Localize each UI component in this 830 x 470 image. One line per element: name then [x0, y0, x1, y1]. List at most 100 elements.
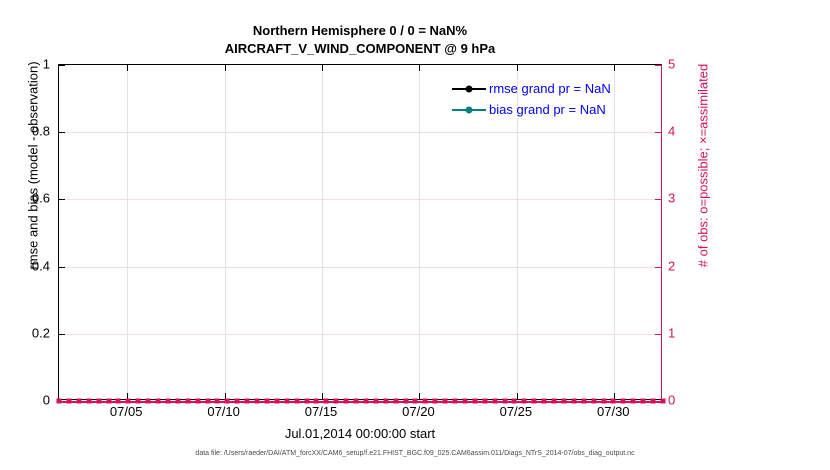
obs-data-marker — [442, 398, 448, 404]
obs-data-marker — [185, 398, 191, 404]
y-axis-right-tick-label: 5 — [668, 56, 676, 72]
obs-data-marker — [274, 398, 280, 404]
y-axis-right-tick — [655, 199, 661, 201]
obs-data-marker — [304, 398, 310, 404]
obs-data-marker — [521, 398, 527, 404]
y-axis-left-tick-label: 0.6 — [31, 190, 50, 206]
obs-data-marker — [254, 398, 260, 404]
x-axis-tick-top — [419, 65, 421, 71]
obs-data-marker — [125, 398, 131, 404]
obs-series-line — [59, 401, 661, 403]
y-axis-left-title: rmse and bias (model - observation) — [25, 61, 41, 270]
horizontal-gridline — [59, 132, 661, 134]
obs-data-marker — [205, 398, 211, 404]
obs-data-marker — [234, 398, 240, 404]
x-axis-tick-top — [322, 65, 324, 71]
y-axis-left-tick-label: 1 — [42, 56, 50, 72]
obs-data-marker — [66, 398, 72, 404]
x-axis-tick-top — [127, 65, 129, 71]
obs-data-marker — [422, 398, 428, 404]
legend-circle-marker-icon — [465, 106, 473, 113]
vertical-gridline — [614, 65, 616, 399]
x-axis-tick-label: 07/10 — [207, 404, 240, 419]
legend-item-label: bias grand pr = NaN — [489, 102, 606, 117]
legend-item-label: rmse grand pr = NaN — [489, 81, 611, 96]
y-axis-right-title: # of obs: o=possible; ×=assimilated — [695, 63, 711, 268]
obs-data-marker — [403, 398, 409, 404]
obs-data-marker — [323, 398, 329, 404]
obs-data-marker — [106, 398, 111, 404]
obs-data-marker — [353, 398, 359, 404]
obs-data-marker — [383, 398, 389, 404]
x-axis-tick-top — [614, 65, 616, 71]
obs-data-marker — [135, 398, 141, 404]
chart-title-block: Northern Hemisphere 0 / 0 = NaN% AIRCRAF… — [58, 22, 662, 58]
vertical-gridline — [322, 65, 324, 399]
x-axis-tick-top — [224, 65, 226, 71]
vertical-gridline — [127, 65, 129, 399]
obs-data-marker — [492, 398, 498, 404]
x-axis-tick — [419, 393, 421, 399]
obs-data-marker — [244, 398, 250, 404]
y-axis-left-tick-label: 0.2 — [31, 325, 50, 341]
obs-data-marker — [333, 398, 339, 404]
obs-data-marker — [294, 398, 300, 404]
horizontal-gridline — [59, 266, 661, 268]
horizontal-gridline — [59, 333, 661, 335]
y-axis-left-tick — [59, 333, 65, 335]
legend-item[interactable]: rmse grand pr = NaN — [452, 80, 611, 97]
obs-data-marker — [482, 398, 488, 404]
obs-data-marker — [175, 398, 181, 404]
obs-data-marker — [373, 398, 379, 404]
vertical-gridline — [224, 65, 226, 399]
obs-data-marker — [412, 398, 418, 404]
obs-data-marker — [313, 398, 319, 404]
x-axis-tick-label: 07/20 — [402, 404, 435, 419]
legend-circle-marker-icon — [465, 85, 473, 92]
legend-marker-icon — [452, 83, 486, 95]
obs-data-marker — [86, 398, 92, 404]
obs-data-marker — [571, 398, 577, 404]
data-file-footer: data file: /Users/raeder/DAI/ATM_forcXX/… — [195, 450, 635, 457]
obs-data-marker — [452, 398, 458, 404]
obs-data-marker — [96, 398, 102, 404]
x-axis-tick-label: 07/30 — [597, 404, 630, 419]
obs-data-marker — [145, 398, 151, 404]
obs-data-marker — [472, 398, 478, 404]
y-axis-right-tick — [655, 266, 661, 268]
obs-data-marker — [601, 398, 607, 404]
obs-data-marker — [284, 398, 290, 404]
obs-data-marker — [502, 398, 508, 404]
obs-data-marker — [620, 398, 626, 404]
x-axis-tick — [614, 393, 616, 399]
obs-data-marker — [581, 398, 587, 404]
obs-data-marker — [224, 398, 230, 404]
y-axis-right-tick — [655, 333, 661, 335]
obs-data-marker — [432, 398, 438, 404]
obs-data-marker — [195, 398, 201, 404]
y-axis-left-tick — [59, 132, 65, 134]
x-axis-tick-label: 07/25 — [499, 404, 533, 419]
obs-data-marker — [76, 398, 82, 404]
y-axis-left-tick-label: 0.8 — [31, 123, 50, 139]
obs-data-marker — [610, 398, 616, 404]
obs-data-marker — [591, 398, 597, 404]
obs-data-marker — [165, 398, 171, 404]
chart-title-line-2: AIRCRAFT_V_WIND_COMPONENT @ 9 hPa — [224, 41, 496, 56]
obs-data-marker — [264, 398, 270, 404]
chart-legend: rmse grand pr = NaN bias grand pr = NaN — [452, 80, 611, 118]
vertical-gridline — [516, 65, 518, 399]
y-axis-right-tick-label: 1 — [668, 325, 676, 341]
obs-data-marker — [511, 398, 517, 404]
chart-title-line-1: Northern Hemisphere 0 / 0 = NaN% — [252, 23, 468, 38]
y-axis-left-tick — [59, 266, 65, 268]
obs-data-marker — [462, 398, 468, 404]
legend-item[interactable]: bias grand pr = NaN — [452, 101, 611, 118]
vertical-gridline — [419, 65, 421, 399]
y-axis-right-tick-label: 3 — [668, 190, 676, 206]
x-axis-tick — [224, 393, 226, 399]
x-axis-tick — [516, 393, 518, 399]
horizontal-gridline — [59, 199, 661, 201]
obs-data-marker — [561, 398, 567, 404]
x-axis-tick-label: 07/15 — [304, 404, 338, 419]
